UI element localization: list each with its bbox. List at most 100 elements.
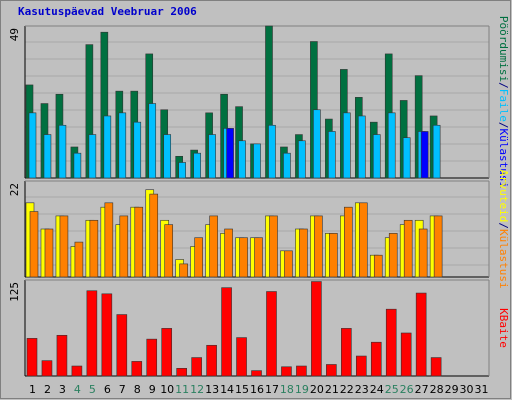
bar-faile-day-19 [298,140,306,179]
legend-entry: / [497,122,510,129]
bar-külastusi-day-23 [358,202,368,278]
x-tick-label-day-15: 15 [235,383,249,396]
bar-faile-day-24 [372,134,381,179]
legend-entry: Külastusi [497,229,510,289]
bar-külastusi-day-6 [104,202,114,278]
bar-kbaite-day-1 [26,338,38,377]
bar-külastusi-day-9 [149,193,159,278]
x-tick-label-day-25: 25 [385,383,399,396]
bar-faile-day-16 [253,143,261,179]
bar-faile-day-4 [73,152,82,179]
x-tick-label-day-3: 3 [59,383,66,396]
legend-entry: KBaite [497,308,510,348]
legend-entry: Arvuteid [497,169,510,222]
bar-kbaite-day-11 [176,368,187,377]
x-tick-label-day-12: 12 [190,383,204,396]
x-tick-label-day-11: 11 [175,383,189,396]
bar-faile-day-5 [88,134,97,179]
bar-kbaite-day-20 [311,281,322,377]
x-tick-label-day-4: 4 [74,383,81,396]
side-legend: KBaite [497,308,510,348]
bar-külastusi-day-21 [329,233,338,278]
y-max-label: 22 [8,183,21,196]
bar-külastusi-day-4 [74,241,84,278]
bar-külastusi-day-12 [194,237,203,278]
x-tick-label-day-23: 23 [355,383,369,396]
bar-kbaite-day-8 [131,361,143,377]
chart-title: Kasutuspäevad Veebruar 2006 [18,5,197,18]
bar-faile-day-12 [193,152,201,179]
bar-kbaite-day-19 [296,365,307,377]
bar-kbaite-day-7 [116,314,128,377]
bar-faile-day-8 [133,121,142,179]
bar-kbaite-day-12 [191,357,202,377]
bar-kbaite-day-4 [71,365,83,377]
x-tick-label-day-18: 18 [280,383,294,396]
x-tick-label-day-14: 14 [220,383,234,396]
x-tick-label-day-27: 27 [415,383,429,396]
x-tick-label-day-30: 30 [460,383,474,396]
bar-kbaite-day-16 [251,370,262,377]
bar-kbaite-day-6 [101,293,113,377]
bar-kbaite-day-17 [266,291,277,377]
legend-entry: / [497,82,510,89]
x-tick-label-day-6: 6 [104,383,111,396]
legend-entry: Pöördumisi [497,16,510,82]
bar-kbaite-day-13 [206,344,217,377]
bar-külastusi-day-3 [59,215,69,278]
bar-faile-day-15 [238,140,246,179]
bar-külastusi-day-25 [388,233,398,278]
bar-faile-day-10 [163,134,172,179]
panel-3: 125 KBaite [8,279,510,377]
x-tick-label-day-19: 19 [295,383,309,396]
bar-faile-day-7 [118,112,127,179]
x-tick-label-day-1: 1 [29,383,36,396]
bar-faile-day-1 [28,112,37,179]
bar-külastusi-day-7 [119,215,129,278]
x-tick-label-day-10: 10 [160,383,174,396]
bar-külastusi-day-26 [403,219,413,278]
x-tick-label-day-20: 20 [310,383,324,396]
bar-kbaite-day-27 [415,292,427,377]
bar-külastusi-day-15 [239,237,248,278]
bar-faile-day-18 [283,152,291,179]
bar-külastusi-day-28 [433,215,443,278]
bar-külastusi-day-17 [269,215,278,278]
x-tick-label-day-29: 29 [445,383,459,396]
bar-faile-day-23 [357,115,366,179]
x-tick-label-day-16: 16 [250,383,264,396]
x-tick-label-day-17: 17 [265,383,279,396]
x-tick-label-day-13: 13 [205,383,219,396]
bar-faile-day-20 [313,109,321,179]
bar-külastusi-day-24 [373,254,383,278]
bar-külastusi-day-22 [344,206,353,278]
x-tick-label-day-2: 2 [44,383,51,396]
bar-kbaite-day-24 [370,341,382,377]
panel-1: 49 Pöördumisi/Faile/Külastusi [8,16,510,188]
bar-kbaite-day-26 [400,332,412,377]
bar-faile-day-13 [208,134,216,179]
bar-kbaite-day-18 [281,366,292,377]
bar-külastusi-day-19 [299,228,308,278]
bar-külastusi-day-14 [226,128,234,179]
bar-külastusi-day-18 [284,250,293,278]
x-tick-label-day-24: 24 [370,383,384,396]
bar-külastusi-day-27 [418,228,428,278]
x-tick-label-day-26: 26 [400,383,414,396]
x-tick-label-day-22: 22 [340,383,354,396]
bar-kbaite-day-22 [341,328,352,377]
bar-kbaite-day-23 [355,355,367,377]
bar-faile-day-25 [387,112,396,179]
legend-entry: Faile [497,89,510,122]
bar-kbaite-day-21 [326,364,337,377]
bar-kbaite-day-5 [86,290,98,377]
bar-külastusi-day-13 [209,215,218,278]
bar-kbaite-day-3 [56,334,68,377]
x-tick-label-day-5: 5 [89,383,96,396]
bar-kbaite-day-15 [236,337,247,377]
bar-faile-day-3 [58,124,67,179]
side-legend: Pöördumisi/Faile/Külastusi [497,16,510,188]
bar-faile-day-26 [402,137,411,179]
panel-2: 22 Arvuteid/Külastusi [8,169,510,288]
